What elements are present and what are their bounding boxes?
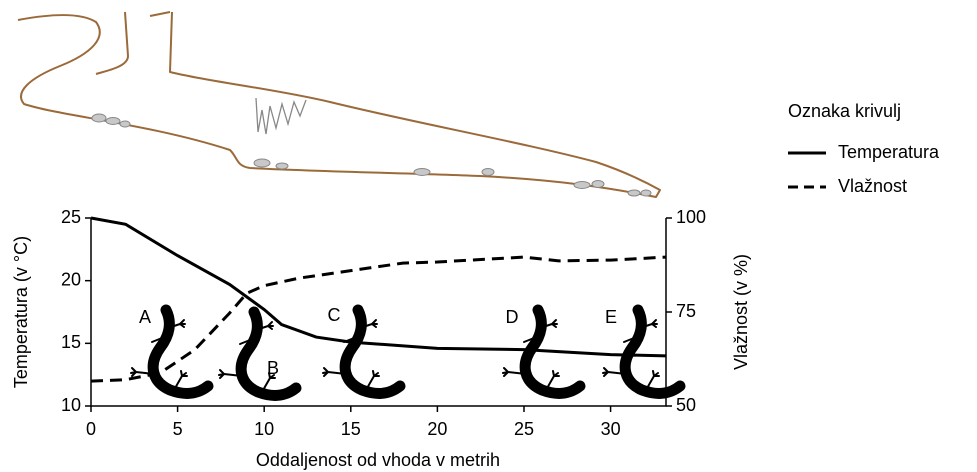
x-tick-label: 15 [341,419,361,439]
y-tick-label: 10 [61,395,81,415]
x-tick-label: 5 [173,419,183,439]
annotation: E [605,307,617,327]
annotation: A [139,307,151,327]
annotation: B [267,358,279,378]
annotation: C [328,305,341,325]
y-tick-label: 15 [61,332,81,352]
y-tick-label: 20 [61,269,81,289]
legend-label: Temperatura [838,142,940,162]
axis-line [90,218,667,407]
y2-axis-label: Vlažnost (v %) [731,254,751,370]
x-tick-label: 0 [86,419,96,439]
y2-tick-label: 100 [676,207,706,227]
series-line [90,255,667,383]
y2-tick-label: 75 [676,301,696,321]
y-tick-label: 25 [61,207,81,227]
x-axis-label: Oddaljenost od vhoda v metrih [256,450,500,470]
series-line [90,216,667,358]
x-tick-label: 25 [514,419,534,439]
y2-tick-label: 50 [676,395,696,415]
y-axis-label: Temperatura (v °C) [11,236,31,388]
x-tick-label: 10 [254,419,274,439]
legend-label: Vlažnost [838,176,907,196]
annotation: D [506,307,519,327]
cave-drawing [17,11,661,198]
x-tick-label: 30 [601,419,621,439]
x-tick-label: 20 [427,419,447,439]
legend-title: Oznaka krivulj [788,101,901,121]
